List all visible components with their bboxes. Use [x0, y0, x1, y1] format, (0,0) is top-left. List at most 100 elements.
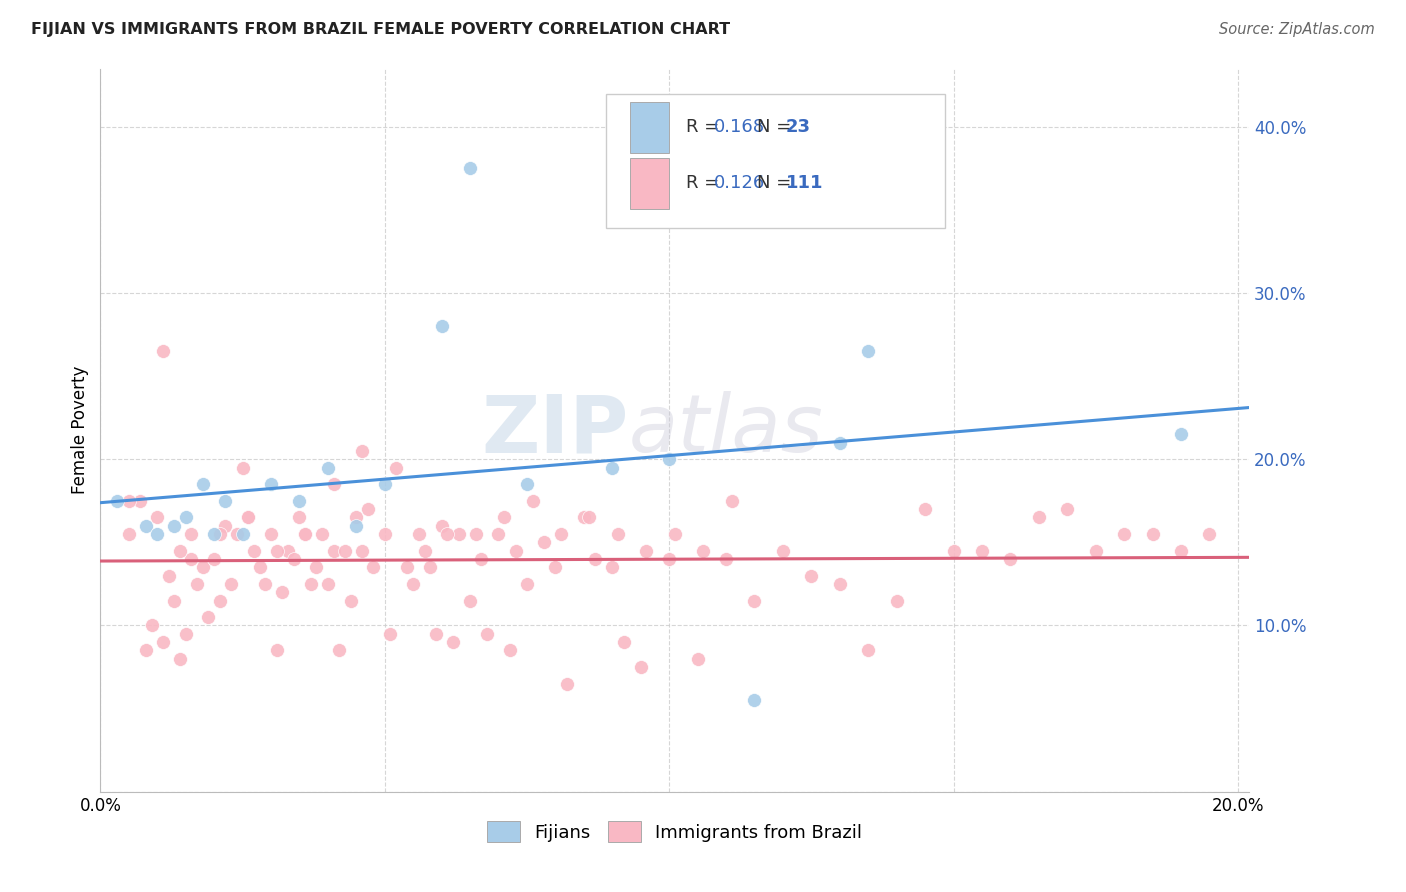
Point — [157, 568, 180, 582]
Point — [572, 510, 595, 524]
Text: N =: N = — [756, 175, 797, 193]
Point — [202, 552, 225, 566]
Point — [692, 543, 714, 558]
Point — [260, 527, 283, 541]
Point — [322, 477, 344, 491]
Point — [555, 676, 578, 690]
Point — [333, 543, 356, 558]
Point — [288, 493, 311, 508]
Point — [658, 452, 681, 467]
Point — [129, 493, 152, 508]
Point — [180, 527, 202, 541]
Point — [408, 527, 430, 541]
Point — [1028, 510, 1050, 524]
Point — [516, 577, 538, 591]
Point — [169, 543, 191, 558]
Point — [494, 510, 516, 524]
Text: Source: ZipAtlas.com: Source: ZipAtlas.com — [1219, 22, 1375, 37]
Point — [174, 510, 197, 524]
Point — [249, 560, 271, 574]
Point — [374, 527, 396, 541]
Point — [550, 527, 572, 541]
Point — [436, 527, 458, 541]
Point — [202, 527, 225, 541]
Point — [886, 593, 908, 607]
Point — [363, 560, 385, 574]
Point — [118, 527, 141, 541]
Point — [441, 635, 464, 649]
Point — [344, 510, 367, 524]
Point — [208, 593, 231, 607]
Legend: Fijians, Immigrants from Brazil: Fijians, Immigrants from Brazil — [478, 813, 872, 851]
Point — [225, 527, 247, 541]
Point — [522, 493, 544, 508]
Point — [146, 510, 169, 524]
Text: FIJIAN VS IMMIGRANTS FROM BRAZIL FEMALE POVERTY CORRELATION CHART: FIJIAN VS IMMIGRANTS FROM BRAZIL FEMALE … — [31, 22, 730, 37]
Point — [600, 460, 623, 475]
Point — [396, 560, 419, 574]
Point — [163, 593, 186, 607]
Point — [163, 518, 186, 533]
Point — [1056, 502, 1078, 516]
Point — [828, 435, 851, 450]
Text: R =: R = — [686, 119, 724, 136]
Point — [856, 643, 879, 657]
Point — [1198, 527, 1220, 541]
Point — [828, 577, 851, 591]
Point — [277, 543, 299, 558]
Point — [243, 543, 266, 558]
Point — [191, 560, 214, 574]
Point — [578, 510, 600, 524]
Point — [141, 618, 163, 632]
Point — [350, 443, 373, 458]
Point — [271, 585, 294, 599]
Point — [357, 502, 380, 516]
Point — [914, 502, 936, 516]
Point — [135, 643, 157, 657]
Point — [430, 319, 453, 334]
Point — [607, 527, 630, 541]
Point — [464, 527, 486, 541]
Point — [214, 518, 236, 533]
Point — [744, 593, 766, 607]
Point — [800, 568, 823, 582]
Point — [169, 651, 191, 665]
Point — [1114, 527, 1136, 541]
Point — [152, 344, 174, 359]
Point — [232, 527, 254, 541]
Point — [856, 344, 879, 359]
Point — [186, 577, 208, 591]
Text: ZIP: ZIP — [482, 391, 628, 469]
Point — [350, 543, 373, 558]
Text: 23: 23 — [786, 119, 810, 136]
Point — [544, 560, 567, 574]
Point — [613, 635, 636, 649]
Point — [1000, 552, 1022, 566]
Point — [344, 518, 367, 533]
Point — [294, 527, 316, 541]
Point — [238, 510, 260, 524]
Point — [475, 626, 498, 640]
Point — [772, 543, 794, 558]
Point — [600, 560, 623, 574]
Point — [322, 543, 344, 558]
Point — [288, 510, 311, 524]
Point — [488, 527, 510, 541]
Point — [664, 527, 686, 541]
Point — [260, 477, 283, 491]
Point — [118, 493, 141, 508]
Text: 111: 111 — [786, 175, 823, 193]
Point — [152, 635, 174, 649]
Point — [686, 651, 709, 665]
Point — [425, 626, 447, 640]
Point — [299, 577, 322, 591]
Point — [458, 161, 481, 176]
Point — [630, 660, 652, 674]
Point — [402, 577, 425, 591]
Text: 0.126: 0.126 — [714, 175, 766, 193]
Point — [1170, 427, 1192, 442]
Text: 0.168: 0.168 — [714, 119, 765, 136]
Point — [1170, 543, 1192, 558]
Point — [447, 527, 470, 541]
Point — [470, 552, 492, 566]
